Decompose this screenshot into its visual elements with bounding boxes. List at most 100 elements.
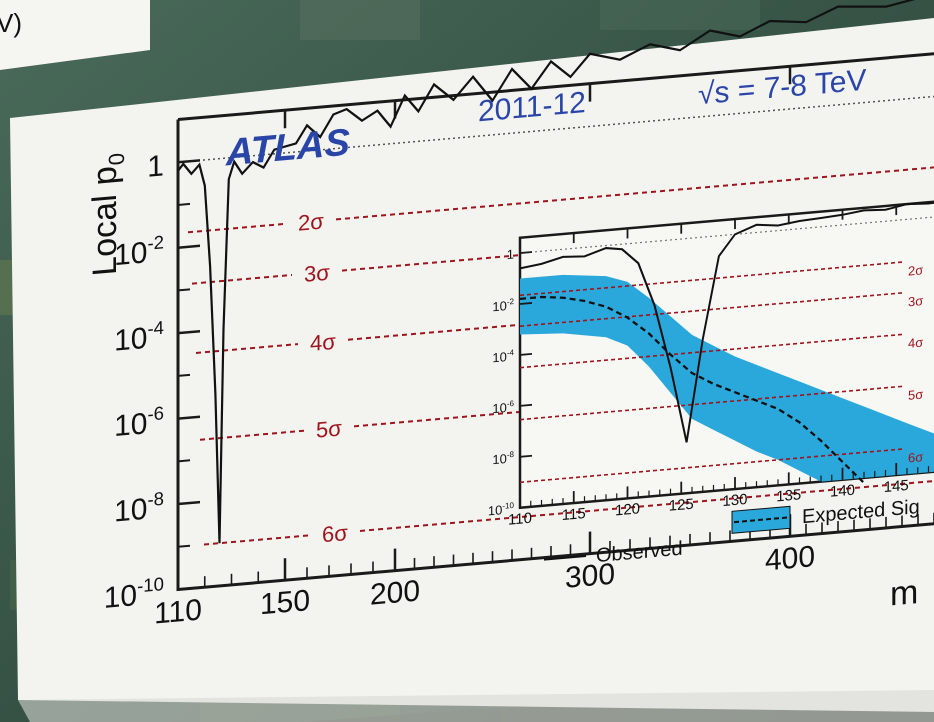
inset-x-tick-label: 110: [508, 510, 532, 529]
inset-y-tick-label: 10-6: [492, 399, 514, 416]
y-tick-exponent: -2: [507, 297, 515, 307]
y-tick-base: 10: [114, 322, 147, 358]
y-minor-tick: [178, 288, 190, 292]
y-tick-exponent: -2: [147, 231, 164, 253]
y-tick-exponent: -10: [502, 501, 514, 511]
inset-sigma-line: [520, 292, 902, 327]
expected-band: [520, 274, 934, 482]
inset-y-tick-label: 10-10: [488, 501, 515, 519]
y-minor-tick: [178, 459, 190, 463]
x-tick-label: 110: [154, 593, 202, 630]
inset-y-tick: [520, 251, 532, 254]
sigma-label: 3σ: [304, 260, 330, 287]
y-axis-label: Local p0: [86, 152, 129, 278]
inset-sigma-line: [520, 448, 902, 484]
y-major-tick: [178, 329, 200, 335]
inset-sigma-line: [520, 385, 902, 421]
inset-x-tick-label: 120: [615, 500, 640, 519]
y-tick-exponent: -4: [147, 317, 164, 339]
y-tick-exponent: -10: [137, 573, 164, 596]
y-tick-base: 10: [488, 502, 502, 518]
main-top-frame: [178, 50, 934, 122]
inset-y-tick: [520, 454, 532, 458]
corner-label: V): [0, 8, 22, 38]
sigma-line: [360, 477, 934, 532]
sigma-line: [188, 222, 286, 234]
inset-y-tick-label: 10-2: [492, 297, 514, 314]
sigma-label: 5σ: [316, 415, 342, 442]
inset-y-tick: [520, 352, 532, 356]
x-tick-label: 200: [370, 575, 420, 612]
inset-sigma-label: 2σ: [908, 262, 923, 278]
y-tick-label: 10-10: [104, 573, 164, 615]
inset-y-tick-label: 1: [507, 247, 514, 263]
reference-line: [178, 93, 934, 163]
sigma-label: 4σ: [310, 329, 336, 356]
sigma-line: [196, 343, 298, 354]
sigma-line: [336, 164, 934, 221]
x-tick-label: 300: [565, 558, 615, 595]
y-tick-exponent: -4: [507, 348, 515, 358]
inset-y-tick: [520, 302, 532, 305]
y-tick-exponent: -8: [507, 450, 515, 460]
y-tick-exponent: -6: [147, 402, 164, 424]
inset-y-tick: [520, 403, 532, 407]
y-tick-base: 10: [114, 407, 147, 443]
corner-card: [0, 0, 150, 70]
y-major-tick: [178, 244, 200, 249]
y-minor-tick: [178, 202, 190, 206]
y-tick-label: 1: [147, 150, 164, 184]
y-major-tick: [178, 415, 200, 420]
inset-x-tick-label: 145: [884, 477, 909, 496]
y-tick-base: 10: [492, 451, 506, 467]
sigma-line: [192, 273, 292, 285]
observed-series-line: [177, 0, 934, 544]
y-tick-exponent: -6: [507, 399, 515, 409]
y-minor-tick: [178, 544, 190, 548]
y-tick-label: 10-6: [114, 402, 164, 443]
y-major-tick: [178, 159, 200, 164]
y-tick-exponent: -8: [147, 488, 164, 510]
y-axis-label-main: Local p: [86, 165, 124, 278]
y-tick-base: 10: [114, 493, 147, 529]
y-major-tick: [178, 500, 200, 506]
legend-observed-swatch: [544, 555, 586, 561]
y-tick-base: 1: [147, 150, 164, 184]
legend-expected-swatch: [734, 516, 788, 524]
x-tick-label: 150: [260, 584, 310, 621]
expected-series-line: [520, 295, 865, 484]
inset-x-tick-label: 125: [669, 496, 694, 515]
y-minor-tick: [178, 373, 190, 377]
inset-observed-line: [519, 199, 934, 443]
y-tick-base: 1: [507, 247, 514, 263]
y-tick-label: 10-8: [114, 488, 164, 529]
inset-x-tick-label: 115: [562, 505, 586, 524]
inset-sigma-label: 3σ: [908, 293, 923, 309]
x-tick-label: 400: [765, 540, 815, 577]
inset-sigma-label: 6σ: [908, 449, 923, 465]
inset-x-tick-label: 130: [722, 491, 747, 510]
inset-x-tick-label: 140: [830, 482, 855, 501]
inset-y-tick: [520, 505, 532, 509]
y-tick-label: 10-4: [114, 317, 164, 358]
y-tick-label: 10-2: [114, 231, 164, 272]
y-tick-base: 10: [492, 400, 506, 416]
y-tick-base: 10: [114, 236, 147, 272]
poster-panel: [10, 18, 934, 712]
sigma-label: 2σ: [298, 208, 324, 235]
y-tick-base: 10: [492, 349, 506, 365]
inset-sigma-label: 5σ: [908, 387, 923, 403]
inset-sigma-line: [520, 333, 902, 369]
y-major-tick: [178, 586, 200, 591]
inset-y-tick-label: 10-4: [492, 348, 514, 365]
x-axis-label: m: [890, 573, 918, 613]
y-axis-label-sub: 0: [104, 152, 129, 166]
sigma-label: 6σ: [322, 520, 348, 547]
inset-x-tick-label: 135: [776, 486, 801, 505]
y-tick-base: 10: [104, 579, 137, 615]
inset-sigma-label: 4σ: [908, 335, 923, 351]
y-tick-base: 10: [492, 298, 506, 314]
